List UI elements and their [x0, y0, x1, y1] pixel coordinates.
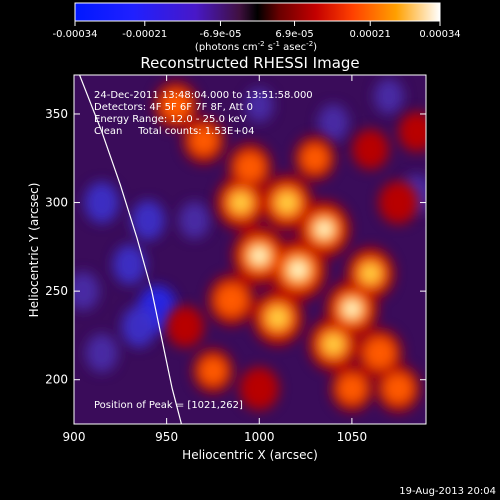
y-tick-label: 350	[45, 107, 68, 121]
axis-ticks: 900 950 1000 1050 200 250 300 350	[45, 75, 426, 444]
peak-position-label: Position of Peak = [1021,262]	[94, 400, 243, 411]
positive-blob-peak	[252, 249, 266, 263]
annotation-clean-counts: Clean Total counts: 1.53E+04	[94, 126, 254, 137]
positive-blob-mid	[189, 126, 218, 155]
colorbar-tick-label: 6.9e-05	[275, 29, 313, 40]
plot-frame	[73, 74, 427, 425]
annotation-energy-range: Energy Range: 12.0 - 25.0 keV	[94, 114, 247, 125]
solar-limb-curve	[78, 75, 183, 424]
y-tick-label: 200	[45, 373, 68, 387]
positive-blob-mid	[215, 284, 248, 316]
positive-blob-outer	[166, 305, 205, 348]
positive-blob-peak	[345, 302, 359, 316]
y-axis-label: Heliocentric Y (arcsec)	[27, 183, 41, 318]
annotation-block: 24-Dec-2011 13:48:04.000 to 13:51:58.000…	[94, 90, 313, 137]
x-tick-label: 950	[155, 430, 178, 444]
positive-blob-mid	[199, 357, 227, 385]
positive-blob-peak	[317, 222, 331, 236]
negative-regions	[74, 78, 426, 373]
annotation-time-range: 24-Dec-2011 13:48:04.000 to 13:51:58.000	[94, 90, 313, 101]
positive-blob-mid	[383, 373, 413, 404]
positive-blob-outer	[239, 367, 279, 411]
colorbar-ticks: -0.00034 -0.00021 -6.9e-05 6.9e-05 0.00021 0.…	[53, 21, 461, 40]
chart-title: Reconstructed RHESSI Image	[140, 54, 359, 72]
generation-timestamp: 19-Aug-2013 20:04	[399, 486, 496, 497]
colorbar-tick-label: -6.9e-05	[199, 29, 241, 40]
negative-blob	[317, 104, 349, 142]
positive-blob-mid	[364, 337, 395, 369]
positive-blob-core	[360, 263, 381, 284]
negative-blob	[374, 78, 404, 115]
colorbar-tick-label: 0.00021	[350, 29, 391, 40]
positive-blob-core	[323, 334, 344, 355]
positive-blob-peak	[291, 262, 306, 277]
x-tick-label: 1000	[244, 430, 275, 444]
negative-blob	[74, 271, 100, 311]
negative-blob	[84, 181, 119, 224]
colorbar-frame	[74, 2, 441, 22]
x-tick-label: 1050	[337, 430, 368, 444]
colorbar-tick-label: 0.00034	[419, 29, 460, 40]
y-tick-label: 300	[45, 196, 68, 210]
positive-blob-mid	[161, 90, 191, 120]
negative-blob	[245, 88, 274, 123]
negative-blob	[121, 305, 157, 348]
positive-blob-outer	[378, 180, 418, 225]
positive-blob-core	[230, 192, 251, 213]
negative-blob	[112, 244, 147, 285]
positive-blob-core	[267, 307, 289, 329]
colorbar-units: (photons cm-2 s-1 asec-2)	[195, 40, 317, 53]
positive-blob-outer	[352, 129, 389, 170]
positive-blob-outer	[398, 111, 426, 152]
positive-regions	[154, 81, 426, 413]
colorbar	[75, 3, 440, 21]
positive-blob-mid	[235, 152, 265, 182]
x-tick-label: 900	[63, 430, 86, 444]
negative-blob	[179, 201, 210, 239]
positive-blob-core	[276, 192, 298, 213]
heatmap-area	[74, 75, 426, 424]
negative-blob	[131, 200, 165, 241]
y-tick-label: 250	[45, 284, 68, 298]
colorbar-tick-label: -0.00021	[122, 29, 167, 40]
negative-blob	[85, 333, 118, 373]
positive-blob-mid	[337, 374, 366, 403]
colorbar-tick-label: -0.00034	[53, 29, 98, 40]
annotation-detectors: Detectors: 4F 5F 6F 7F 8F, Att 0	[94, 102, 253, 113]
positive-blob-mid	[301, 144, 329, 172]
x-axis-label: Heliocentric X (arcsec)	[182, 448, 318, 462]
